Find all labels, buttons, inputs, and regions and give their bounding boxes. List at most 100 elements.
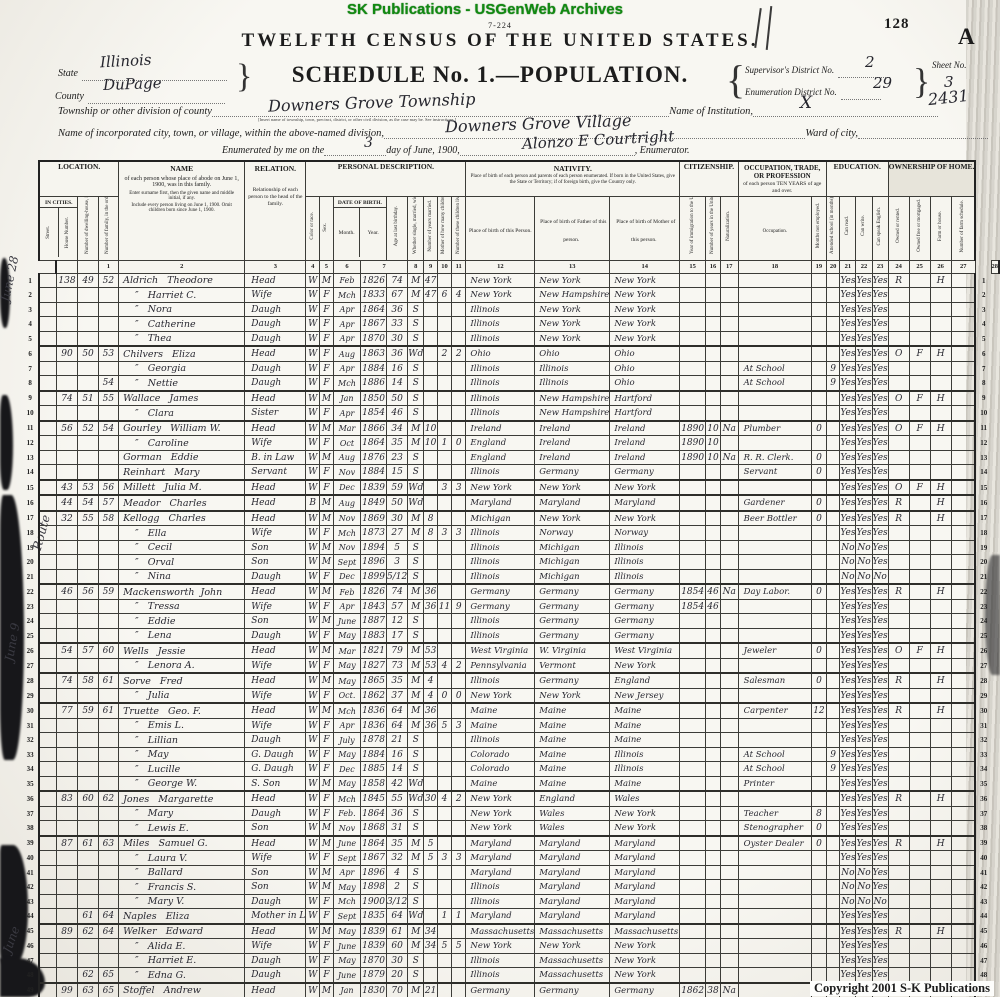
cell: Head xyxy=(244,642,307,659)
column-number xyxy=(77,259,99,274)
cell: B xyxy=(305,494,321,512)
cell xyxy=(825,525,841,541)
cell xyxy=(679,775,707,792)
cell xyxy=(77,761,99,777)
cell xyxy=(705,657,721,674)
col-schedule-label: Number of farm schedule. xyxy=(959,199,965,252)
cell: Maryland xyxy=(465,834,536,852)
cell: Yes xyxy=(855,790,873,807)
cell: Yes xyxy=(839,702,857,719)
cell: Illinois xyxy=(465,539,536,556)
cell xyxy=(950,761,977,777)
cell xyxy=(437,672,452,689)
cell: 87 xyxy=(55,834,79,852)
cell: 8 xyxy=(423,525,439,541)
cell xyxy=(811,598,827,615)
cell xyxy=(950,539,977,556)
cell: ″ Francis S. xyxy=(118,879,246,895)
cell: May xyxy=(332,746,362,763)
cell: 3 xyxy=(437,525,452,541)
row-number: 33 xyxy=(980,750,988,759)
cell xyxy=(705,702,721,719)
cell xyxy=(705,613,721,629)
cell xyxy=(719,301,739,318)
cell: S xyxy=(407,568,425,585)
cell xyxy=(38,554,57,570)
cell xyxy=(679,952,707,969)
cell xyxy=(705,345,721,362)
cell: F xyxy=(319,598,334,615)
cell: Jeweler xyxy=(737,642,813,659)
cell: S xyxy=(407,746,425,763)
cell: Illinois xyxy=(609,554,681,570)
cell xyxy=(38,287,57,303)
cell: 1862 xyxy=(679,981,707,997)
cell: Illinois xyxy=(465,405,536,422)
cell: 99 xyxy=(55,981,79,997)
col-family-label: Number of family, in the order of visita… xyxy=(105,196,111,254)
cell: 1850 xyxy=(360,389,387,407)
cell: 1839 xyxy=(360,938,387,954)
cell xyxy=(437,952,452,969)
cell: Wells Jessie xyxy=(118,642,246,659)
cell xyxy=(450,820,467,837)
cell: Daugh xyxy=(244,732,307,748)
cell xyxy=(887,775,910,792)
cell: 35 xyxy=(385,435,409,451)
cell: 1849 xyxy=(360,494,387,512)
cell: 90 xyxy=(55,345,79,362)
cell: ″ Eddie xyxy=(118,613,246,629)
cell: 30 xyxy=(385,952,409,969)
cell xyxy=(929,893,952,910)
cell: S xyxy=(407,952,425,969)
col-pob-label: Place of birth of this Person. xyxy=(469,228,532,235)
cell: Yes xyxy=(839,850,857,866)
col-years-us-label: Number of years in the United States. xyxy=(709,196,715,254)
cell: 57 xyxy=(77,642,99,659)
cell xyxy=(38,893,57,910)
cell: Dec xyxy=(332,478,362,496)
cell: 5 xyxy=(423,850,439,866)
cell: S xyxy=(407,761,425,777)
cell xyxy=(825,790,841,807)
cell: New York xyxy=(534,509,611,527)
cell xyxy=(97,539,120,556)
cell xyxy=(719,879,739,895)
cell xyxy=(929,687,952,704)
scan-smudge xyxy=(0,845,28,965)
cell: 11 xyxy=(437,598,452,615)
cell: M xyxy=(319,981,334,997)
column-number: 3 xyxy=(244,259,307,274)
cell xyxy=(423,893,439,910)
cell xyxy=(423,375,439,392)
enumeration-label: Enumeration District No. xyxy=(745,87,837,97)
cell: H xyxy=(929,389,952,407)
cell: 52 xyxy=(97,272,120,289)
cell: 1858 xyxy=(360,775,387,792)
cell: Yes xyxy=(871,301,889,318)
cell: ″ Alida E. xyxy=(118,938,246,954)
cell: Yes xyxy=(839,478,857,496)
col-dwelling: Number of dwelling-house, in the order o… xyxy=(77,195,99,261)
col-pob-father-label: Place of birth of Father of this person. xyxy=(540,219,607,244)
cell xyxy=(77,687,99,704)
group-education: EDUCATION. xyxy=(825,159,889,197)
cell xyxy=(705,938,721,954)
cell xyxy=(77,568,99,585)
cell: Yes xyxy=(855,345,873,362)
cell: Yes xyxy=(855,834,873,852)
cell xyxy=(423,478,439,496)
cell: M xyxy=(407,287,425,303)
cell: May xyxy=(332,627,362,644)
column-number: 14 xyxy=(609,259,681,274)
cell: ″ Tressa xyxy=(118,598,246,615)
cell xyxy=(950,938,977,954)
cell: Yes xyxy=(839,464,857,481)
cell: 30 xyxy=(385,509,409,527)
cell xyxy=(38,389,57,407)
cell: 36 xyxy=(385,805,409,822)
cell xyxy=(77,539,99,556)
col-year: Year. xyxy=(359,208,385,258)
cell xyxy=(437,272,452,289)
cell: F xyxy=(319,717,334,734)
